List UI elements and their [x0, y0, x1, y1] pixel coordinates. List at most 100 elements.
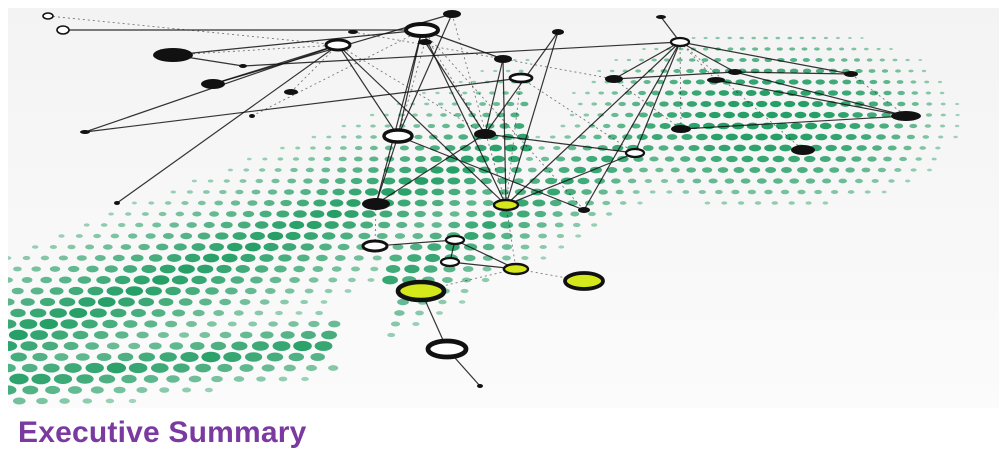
halftone-dot [40, 255, 50, 261]
halftone-dot [789, 68, 799, 74]
halftone-dot [105, 398, 115, 404]
halftone-dot [611, 112, 619, 118]
halftone-dot [673, 68, 681, 74]
halftone-dot [355, 124, 361, 128]
solid-node [605, 75, 623, 83]
halftone-dot [321, 232, 336, 240]
halftone-dot [837, 111, 849, 119]
halftone-dot [112, 254, 125, 262]
halftone-dot [639, 58, 645, 62]
halftone-dot [207, 179, 214, 183]
halftone-dot [223, 352, 242, 362]
halftone-dot [853, 58, 861, 62]
halftone-dot [696, 133, 708, 141]
halftone-dot [67, 244, 76, 250]
halftone-dot [280, 299, 289, 305]
halftone-dot [283, 364, 296, 372]
halftone-dot [823, 36, 828, 40]
halftone-dot [931, 157, 937, 161]
halftone-dot [749, 166, 761, 174]
halftone-dot [8, 363, 16, 373]
halftone-dot [789, 57, 798, 63]
halftone-dot [780, 111, 793, 119]
halftone-dot [512, 59, 517, 61]
halftone-dot [506, 101, 515, 107]
halftone-dot [121, 374, 137, 384]
halftone-dot [300, 189, 311, 195]
halftone-dot [815, 68, 825, 74]
halftone-dot [81, 319, 98, 329]
halftone-dot [593, 134, 602, 140]
halftone-dot [211, 375, 223, 383]
halftone-dot [737, 201, 745, 205]
halftone-dot [361, 210, 376, 218]
halftone-dot [635, 69, 642, 73]
halftone-dot [644, 178, 652, 184]
halftone-dot [171, 275, 189, 285]
halftone-dot [78, 297, 96, 307]
halftone-dot [586, 155, 598, 163]
halftone-dot [285, 231, 301, 241]
solid-node [671, 125, 691, 133]
halftone-dot [571, 91, 576, 95]
halftone-dot [235, 265, 250, 273]
network-edge [352, 31, 615, 80]
halftone-dot [399, 156, 411, 162]
halftone-dot [396, 210, 410, 218]
solid-node [791, 145, 815, 155]
halftone-dot [739, 47, 746, 51]
hollow-node [324, 38, 352, 52]
halftone-dot [447, 177, 461, 185]
halftone-dot [60, 319, 78, 329]
network-edge [505, 77, 522, 206]
halftone-dot [740, 178, 751, 184]
halftone-dot [45, 385, 61, 395]
halftone-dot [108, 212, 114, 216]
halftone-dot [905, 179, 911, 183]
halftone-dot [230, 200, 241, 206]
halftone-dot [320, 300, 328, 304]
halftone-dot [652, 112, 663, 118]
halftone-dot [577, 177, 590, 185]
halftone-dot [364, 188, 379, 196]
halftone-dot [567, 145, 577, 151]
halftone-dot [414, 177, 429, 185]
halftone-dot [578, 134, 587, 140]
halftone-dot [235, 189, 244, 195]
halftone-dot [493, 69, 498, 73]
halftone-dot [191, 275, 207, 285]
halftone-dot [460, 155, 474, 163]
network-edge [613, 41, 681, 80]
halftone-dot [175, 211, 185, 217]
halftone-dot [39, 297, 56, 307]
halftone-dot [370, 135, 377, 139]
halftone-dot [152, 222, 162, 228]
halftone-dot [312, 266, 324, 272]
halftone-dot [830, 189, 839, 195]
halftone-dot [598, 91, 605, 95]
halftone-dot [293, 265, 306, 273]
network-edge [451, 13, 507, 206]
halftone-dot [351, 266, 360, 272]
halftone-dot [458, 134, 469, 140]
halftone-dot [76, 255, 87, 261]
halftone-dot [866, 58, 873, 62]
halftone-dot [547, 188, 561, 196]
halftone-dot [718, 144, 731, 152]
halftone-dot [242, 210, 255, 218]
halftone-dot [305, 167, 314, 173]
halftone-dot [370, 266, 379, 272]
halftone-dot [106, 286, 124, 296]
network-edge [424, 41, 486, 135]
halftone-dot [314, 341, 333, 351]
halftone-dot [114, 275, 131, 285]
halftone-dot [686, 68, 694, 74]
halftone-dot [940, 102, 946, 106]
halftone-dot [244, 287, 257, 295]
halftone-dot [496, 112, 506, 118]
halftone-dot [272, 221, 287, 229]
halftone-dot [910, 80, 917, 84]
halftone-dot [319, 243, 332, 251]
halftone-dot [731, 189, 740, 195]
halftone-dot [280, 331, 295, 339]
